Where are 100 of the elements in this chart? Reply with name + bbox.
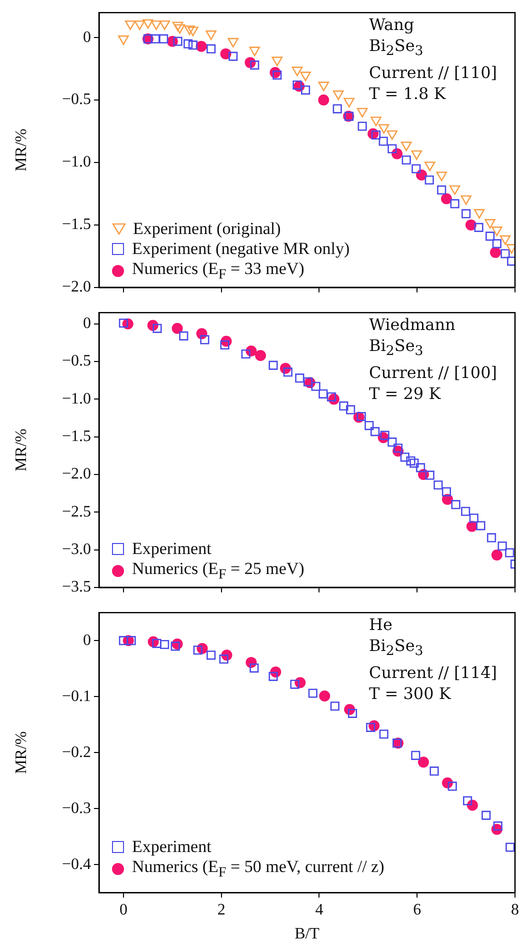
point — [486, 533, 496, 542]
point — [188, 40, 198, 50]
point — [152, 324, 162, 333]
y-tick-label: −0.4 — [62, 856, 91, 873]
annotation: Current // [114̄] — [369, 662, 498, 684]
point — [268, 360, 278, 370]
point — [300, 72, 311, 82]
point — [318, 94, 330, 106]
point — [170, 642, 180, 651]
point — [311, 382, 320, 391]
point — [449, 185, 460, 195]
point — [326, 392, 336, 402]
x-tick-label: 2 — [217, 901, 226, 918]
point — [219, 654, 228, 664]
point — [142, 19, 154, 29]
point — [250, 664, 259, 673]
y-tick-label: −1.5 — [62, 428, 91, 446]
point — [437, 185, 446, 195]
x-tick-label: 8 — [511, 901, 519, 918]
point — [358, 122, 367, 131]
y-tick-label: −3.0 — [62, 540, 91, 558]
point — [500, 249, 510, 258]
point — [370, 116, 382, 126]
point — [172, 322, 183, 334]
point — [364, 420, 374, 430]
point — [241, 349, 250, 359]
point — [348, 708, 358, 718]
y-tick-label: −2.5 — [62, 503, 91, 520]
point — [332, 104, 342, 114]
point — [493, 821, 502, 830]
point — [492, 239, 502, 248]
point — [440, 193, 452, 204]
point — [490, 246, 501, 258]
point — [118, 318, 128, 328]
point — [152, 638, 162, 648]
point — [448, 782, 457, 791]
point — [424, 175, 434, 185]
y-tick-label: 0 — [83, 632, 91, 649]
point — [500, 235, 511, 245]
point — [193, 646, 202, 655]
point — [430, 766, 439, 776]
point — [172, 22, 184, 32]
legend-label: Numerics (E$_{F}$ = 50 meV, current // z) — [132, 856, 384, 882]
point — [184, 25, 195, 35]
point — [388, 144, 397, 154]
annotation: Wang — [369, 14, 416, 35]
point — [400, 452, 410, 462]
point — [308, 688, 318, 698]
point — [346, 405, 356, 414]
point — [292, 80, 302, 90]
point — [206, 30, 216, 40]
y-tick-label: −2.0 — [62, 466, 91, 483]
point — [506, 842, 515, 852]
point — [160, 640, 170, 650]
legend-label: Experiment — [132, 836, 212, 857]
y-tick-label: −1.0 — [62, 390, 91, 408]
point — [159, 20, 170, 30]
point — [451, 500, 460, 510]
point — [150, 34, 160, 44]
y-tick-label: −0.5 — [62, 352, 91, 370]
point — [292, 66, 303, 76]
y-tick-label: −0.5 — [62, 91, 91, 108]
point — [380, 430, 390, 440]
point — [491, 226, 502, 236]
point — [400, 142, 412, 152]
y-tick-label: 0 — [83, 315, 91, 332]
point — [378, 124, 390, 134]
point — [220, 340, 230, 350]
point — [442, 487, 452, 496]
point — [474, 222, 484, 232]
point — [491, 550, 502, 561]
x-tick-label: 6 — [413, 901, 422, 918]
point — [319, 690, 330, 702]
point — [388, 438, 397, 447]
point — [272, 70, 282, 80]
point — [366, 722, 376, 732]
point — [255, 350, 266, 362]
annotation: Current // [110] — [369, 62, 498, 84]
y-tick-label: −1.0 — [62, 154, 91, 171]
point — [386, 130, 398, 140]
y-tick-label: −0.1 — [62, 688, 91, 705]
point — [290, 680, 300, 689]
point — [416, 463, 426, 472]
point — [272, 56, 283, 66]
point — [484, 219, 496, 229]
legend-label: Numerics (E$_{F}$ = 25 meV) — [132, 558, 304, 584]
point — [118, 636, 128, 646]
point — [344, 98, 355, 108]
point — [206, 650, 216, 660]
point — [126, 636, 136, 646]
point — [150, 20, 162, 30]
annotation: Bi$_{2}$Se$_{3}$ — [369, 335, 424, 362]
point — [179, 331, 188, 340]
point — [462, 796, 472, 806]
point — [469, 514, 478, 523]
point — [411, 750, 420, 760]
point — [370, 427, 380, 436]
point — [228, 52, 238, 61]
y-axis-title: MR/% — [12, 128, 30, 172]
y-tick-label: −1.5 — [62, 216, 91, 234]
